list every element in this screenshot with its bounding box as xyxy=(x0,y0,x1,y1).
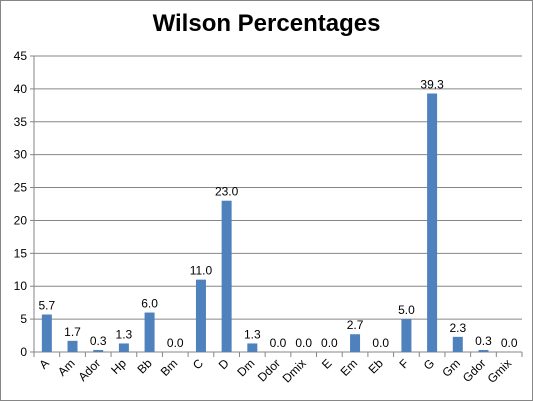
y-tick-label: 30 xyxy=(14,148,28,162)
y-tick-label: 0 xyxy=(20,345,27,359)
data-label-Em: 2.7 xyxy=(347,318,364,332)
data-label-Eb: 0.0 xyxy=(372,336,389,350)
bar-Am xyxy=(67,340,78,352)
data-label-Bb: 6.0 xyxy=(141,297,158,311)
x-tick-label-D: D xyxy=(216,356,232,372)
y-tick-label: 45 xyxy=(14,49,28,63)
bar-C xyxy=(195,279,206,352)
data-label-F: 5.0 xyxy=(398,303,415,317)
x-tick-label-Gmix: Gmix xyxy=(485,356,515,386)
data-labels: 5.7 1.7 0.3 1.3 6.0 0.0 11.0 23.0 1.3 0.0 0.0 0.0 2.… xyxy=(38,77,517,350)
bar-Gm xyxy=(452,336,463,352)
x-tick-label-Gm: Gm xyxy=(439,356,463,380)
y-tick-label: 15 xyxy=(14,246,28,260)
gridlines xyxy=(34,55,522,320)
bar-Gdor xyxy=(478,350,489,352)
data-label-Dmix: 0.0 xyxy=(295,336,312,350)
data-label-Gm: 2.3 xyxy=(449,321,466,335)
bar-Em xyxy=(350,334,361,352)
x-tick-label-Am: Am xyxy=(55,356,78,379)
bar-Dm xyxy=(247,343,258,352)
chart-title: Wilson Percentages xyxy=(152,10,381,37)
x-tick-label-F: F xyxy=(396,356,411,371)
data-label-Ador: 0.3 xyxy=(90,334,107,348)
data-label-Am: 1.7 xyxy=(64,325,81,339)
x-tick-label-Bm: Bm xyxy=(158,356,181,379)
y-tick-label: 20 xyxy=(14,213,28,227)
data-label-Hp: 1.3 xyxy=(116,327,133,341)
axes xyxy=(30,55,523,357)
bar-A xyxy=(41,314,52,352)
data-label-Gmix: 0.0 xyxy=(501,336,518,350)
bar-Bb xyxy=(144,312,155,352)
x-tick-label-E: E xyxy=(319,356,335,372)
bar-Hp xyxy=(118,343,129,352)
bars xyxy=(41,93,489,352)
bar-Ador xyxy=(93,350,104,352)
data-label-E: 0.0 xyxy=(321,336,338,350)
x-tick-label-C: C xyxy=(190,356,206,372)
data-label-Dm: 1.3 xyxy=(244,327,261,341)
bar-D xyxy=(221,200,232,352)
x-tick-label-Gdor: Gdor xyxy=(460,356,489,385)
x-tick-label-Dm: Dm xyxy=(234,356,257,379)
x-tick-label-Bb: Bb xyxy=(134,356,155,377)
data-label-G: 39.3 xyxy=(420,77,444,91)
x-tick-label-Hp: Hp xyxy=(108,356,129,377)
bar-F xyxy=(401,319,412,352)
data-label-D: 23.0 xyxy=(215,185,239,199)
x-tick-label-Ador: Ador xyxy=(76,356,104,384)
x-tick-label-Ddor: Ddor xyxy=(255,356,283,384)
x-tick-label-Eb: Eb xyxy=(366,356,387,377)
x-tick-label-Dmix: Dmix xyxy=(280,356,309,385)
y-tick-label: 40 xyxy=(14,82,28,96)
data-label-Gdor: 0.3 xyxy=(475,334,492,348)
y-tick-label: 10 xyxy=(14,279,28,293)
data-label-A: 5.7 xyxy=(38,299,55,313)
x-tick-label-A: A xyxy=(36,356,52,372)
data-label-Ddor: 0.0 xyxy=(270,336,287,350)
x-tick-label-Em: Em xyxy=(338,356,361,379)
data-label-C: 11.0 xyxy=(190,264,213,278)
y-tick-labels: 0 5 10 15 20 25 30 35 40 45 xyxy=(14,49,28,359)
bar-G xyxy=(427,93,438,352)
x-tick-label-G: G xyxy=(421,356,438,373)
y-tick-label: 35 xyxy=(14,115,28,129)
y-tick-label: 25 xyxy=(14,181,28,195)
data-label-Bm: 0.0 xyxy=(167,336,184,350)
y-tick-label: 5 xyxy=(20,312,27,326)
